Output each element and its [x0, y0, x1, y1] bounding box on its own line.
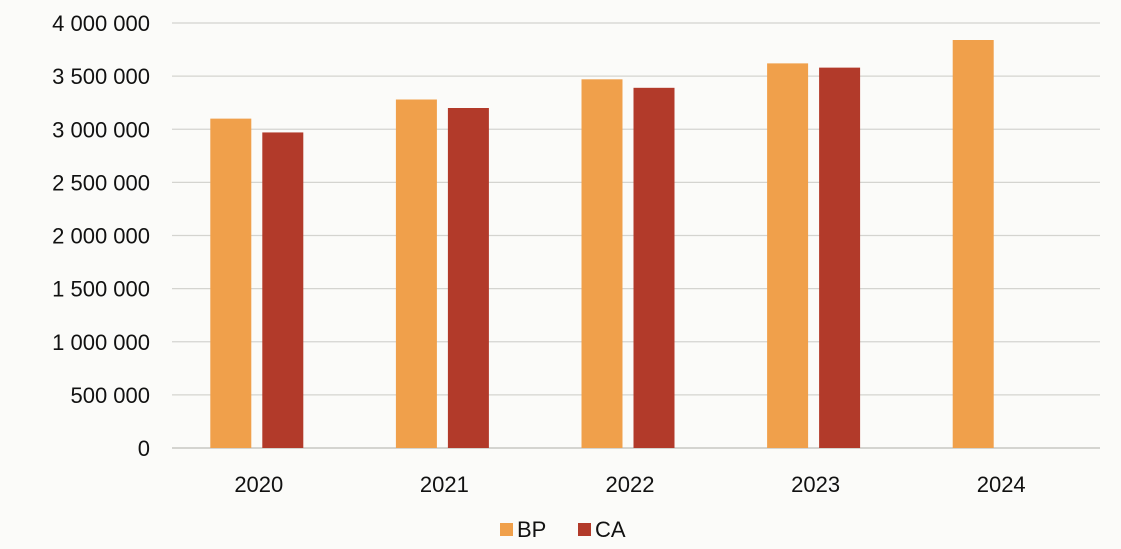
y-tick-label: 3 500 000	[52, 64, 150, 89]
y-tick-label: 500 000	[70, 383, 150, 408]
bar-ca-2022	[633, 87, 675, 448]
bar-ca-2020	[262, 132, 304, 448]
y-tick-label: 2 000 000	[52, 224, 150, 249]
legend-label-ca: CA	[595, 517, 626, 542]
bar-bp-2020	[210, 118, 252, 448]
legend: BP CA	[500, 517, 626, 542]
y-tick-label: 2 500 000	[52, 170, 150, 195]
bars	[210, 40, 994, 448]
bar-ca-2023	[819, 67, 861, 448]
y-tick-label: 4 000 000	[52, 11, 150, 36]
x-tick-label: 2020	[234, 472, 283, 497]
y-tick-label: 1 000 000	[52, 330, 150, 355]
y-tick-label: 3 000 000	[52, 117, 150, 142]
x-tick-label: 2022	[606, 472, 655, 497]
y-tick-label: 0	[138, 436, 150, 461]
y-tick-label: 1 500 000	[52, 277, 150, 302]
bar-bp-2022	[581, 79, 623, 448]
x-tick-label: 2023	[791, 472, 840, 497]
bar-bp-2021	[395, 99, 437, 448]
y-axis-ticks: 0 500 000 1 000 000 1 500 000 2 000 000 2 500…	[52, 11, 150, 461]
bar-ca-2021	[447, 108, 489, 448]
legend-label-bp: BP	[517, 517, 546, 542]
x-tick-label: 2024	[977, 472, 1026, 497]
bar-bp-2024	[952, 40, 994, 448]
x-tick-label: 2021	[420, 472, 469, 497]
legend-swatch-ca	[578, 523, 591, 536]
x-axis-ticks: 2020 2021 2022 2023 2024	[234, 472, 1025, 497]
bar-bp-2023	[767, 63, 809, 448]
legend-swatch-bp	[500, 523, 513, 536]
